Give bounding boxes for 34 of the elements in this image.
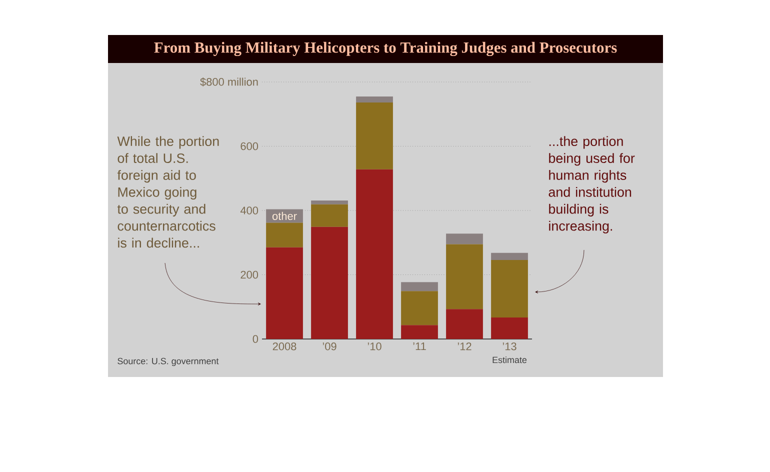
bar <box>311 204 348 227</box>
y-tick-label: $800 million <box>200 78 258 86</box>
bar <box>491 252 528 260</box>
source-note: Source: U.S. government <box>118 358 219 366</box>
chart-title: From Buying Military Helicopters to Training Judges and Prosecutors <box>154 42 617 56</box>
x-tick-label: ’11 <box>413 342 426 350</box>
x-tick-label: 2008 <box>272 342 296 350</box>
bar <box>266 247 303 339</box>
bar <box>491 317 528 339</box>
bar <box>401 325 438 339</box>
bar <box>311 200 348 204</box>
bar <box>311 226 348 339</box>
y-tick-label: 400 <box>240 206 258 214</box>
y-tick-label: 600 <box>240 142 258 150</box>
bar <box>356 169 393 339</box>
bar <box>401 282 438 292</box>
text: While the portion of total U.S. foreign aid to Mexico going to security and counternarcotics is in decline... <box>117 136 219 248</box>
series-label: other <box>272 212 297 220</box>
x-tick-label: ’09 <box>322 342 336 350</box>
bar <box>446 309 483 339</box>
bar <box>401 291 438 326</box>
bar <box>356 102 393 170</box>
text: ...the portion being used for human rights and institution building is increasing. <box>548 136 635 234</box>
x-tick-label: ’12 <box>458 342 472 350</box>
y-tick-label: 0 <box>252 335 258 343</box>
x-tick-label: ’10 <box>368 342 382 350</box>
y-tick-label: 200 <box>240 270 258 279</box>
bar <box>446 244 483 310</box>
bar <box>266 222 303 248</box>
text: Estimate <box>492 356 527 364</box>
bar <box>356 96 393 103</box>
bar <box>491 260 528 318</box>
bar <box>446 234 483 244</box>
x-tick-label: ’13 <box>502 342 516 350</box>
